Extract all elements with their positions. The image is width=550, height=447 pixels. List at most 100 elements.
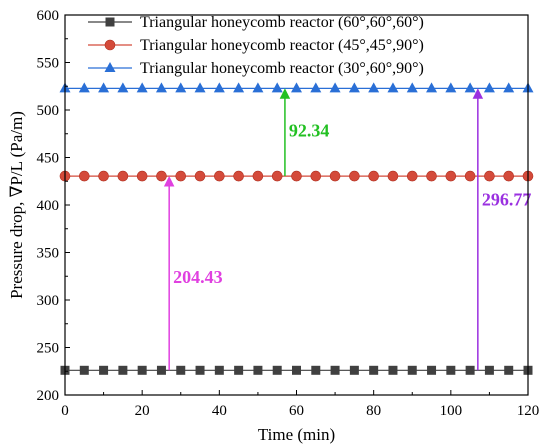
annotation-label: 92.34: [289, 120, 330, 140]
data-point: [503, 82, 515, 93]
data-point: [99, 365, 109, 375]
data-point: [117, 170, 129, 182]
x-tick-label: 0: [61, 403, 69, 419]
data-point: [465, 365, 475, 375]
data-point: [156, 365, 166, 375]
data-point: [79, 365, 89, 375]
data-point: [348, 82, 360, 93]
legend-marker: [104, 39, 116, 51]
y-tick-label: 300: [37, 293, 60, 309]
data-point: [136, 170, 148, 182]
data-point: [176, 365, 186, 375]
series-2: [59, 170, 534, 182]
annotations: 204.43 92.34 296.77: [163, 88, 532, 371]
data-point: [234, 365, 244, 375]
data-point: [388, 365, 398, 375]
legend: Triangular honeycomb reactor (60°,60°,60…: [88, 14, 424, 77]
data-point: [175, 82, 187, 93]
legend-label: Triangular honeycomb reactor (60°,60°,60…: [140, 14, 424, 31]
data-point: [214, 365, 224, 375]
data-point: [272, 365, 282, 375]
data-point: [214, 170, 225, 182]
y-tick-label: 450: [37, 151, 60, 167]
data-point: [233, 170, 244, 182]
data-point: [311, 365, 321, 375]
data-point: [233, 82, 245, 93]
data-point: [406, 170, 418, 182]
data-point: [349, 365, 359, 375]
data-point: [504, 365, 514, 375]
legend-item: Triangular honeycomb reactor (30°,60°,90…: [88, 60, 424, 77]
y-tick-label: 200: [37, 388, 60, 404]
series-3: [59, 82, 534, 93]
data-point: [427, 365, 437, 375]
data-point: [387, 82, 399, 93]
data-point: [407, 365, 417, 375]
x-axis-title: Time (min): [258, 425, 335, 444]
legend-label: Triangular honeycomb reactor (45°,45°,90…: [140, 37, 424, 54]
data-point: [291, 170, 302, 182]
data-point: [369, 365, 379, 375]
y-axis-title: Pressure drop, ∇P/L (Pa/m): [7, 111, 26, 299]
data-point: [368, 82, 380, 93]
data-point: [445, 82, 457, 93]
data-point: [155, 82, 167, 93]
data-point: [78, 170, 90, 182]
axes: 0 20 40 60 80 100 120 200 250 300 350 400 450 500 550 6…: [37, 8, 540, 419]
data-point: [98, 170, 109, 182]
data-point: [503, 170, 515, 182]
data-point: [291, 82, 302, 93]
data-point: [175, 170, 187, 182]
data-point: [330, 365, 340, 375]
data-point: [310, 82, 322, 93]
data-point: [292, 365, 301, 375]
plot-lines: [59, 82, 534, 375]
data-point: [136, 82, 148, 93]
data-point: [195, 365, 205, 375]
data-point: [194, 170, 206, 182]
x-tick-label: 100: [440, 403, 463, 419]
data-point: [271, 170, 283, 182]
data-point: [310, 170, 322, 182]
x-tick-label: 20: [135, 403, 150, 419]
y-tick-label: 600: [37, 8, 60, 24]
data-point: [194, 82, 206, 93]
data-point: [329, 82, 341, 93]
data-point: [213, 82, 225, 93]
data-point: [252, 82, 264, 93]
annotation-label: 296.77: [482, 189, 532, 209]
data-point: [98, 82, 110, 93]
annotation-label: 204.43: [173, 267, 223, 287]
data-point: [445, 170, 457, 182]
data-point: [406, 82, 418, 93]
data-point: [484, 365, 494, 375]
data-point: [329, 170, 341, 182]
data-point: [464, 82, 476, 93]
x-tick-label: 60: [289, 403, 304, 419]
series-1: [60, 365, 533, 375]
data-point: [446, 365, 456, 375]
data-point: [368, 170, 379, 182]
data-point: [253, 365, 263, 375]
data-point: [426, 170, 437, 182]
y-tick-label: 400: [37, 198, 60, 214]
legend-item: Triangular honeycomb reactor (60°,60°,60…: [88, 14, 424, 31]
data-point: [252, 170, 264, 182]
x-tick-label: 120: [517, 403, 540, 419]
data-point: [78, 82, 90, 93]
data-point: [484, 170, 495, 182]
data-point: [271, 82, 283, 93]
data-point: [118, 365, 128, 375]
y-tick-label: 500: [37, 103, 60, 119]
legend-marker: [105, 17, 115, 27]
data-point: [349, 170, 360, 182]
data-point: [387, 170, 399, 182]
y-tick-label: 550: [37, 56, 60, 72]
data-point: [464, 170, 476, 182]
data-point: [156, 170, 167, 182]
y-tick-label: 250: [37, 341, 60, 357]
legend-marker: [104, 62, 116, 72]
legend-item: Triangular honeycomb reactor (45°,45°,90…: [88, 37, 424, 54]
data-point: [137, 365, 147, 375]
